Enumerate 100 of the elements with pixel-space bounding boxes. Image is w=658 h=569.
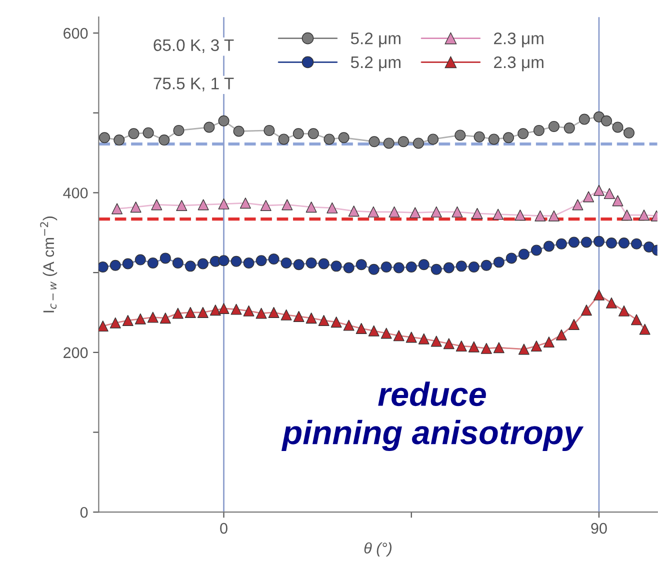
point — [306, 312, 317, 324]
point — [147, 312, 158, 323]
point — [406, 261, 417, 272]
point — [306, 257, 317, 268]
point — [380, 328, 392, 339]
point — [260, 200, 272, 211]
point — [454, 130, 466, 141]
point — [556, 329, 567, 340]
point — [418, 333, 430, 344]
point — [572, 199, 584, 210]
point — [160, 252, 171, 264]
point — [618, 238, 630, 249]
y-tick-label: 200 — [64, 347, 88, 358]
point — [282, 199, 293, 210]
point — [506, 252, 517, 264]
point — [593, 289, 604, 300]
point — [583, 191, 594, 202]
point — [172, 308, 184, 319]
point — [268, 306, 280, 318]
point — [134, 254, 146, 266]
point — [280, 309, 292, 320]
point — [218, 255, 230, 266]
point — [430, 264, 442, 275]
point — [98, 261, 108, 272]
point — [428, 134, 439, 145]
point — [503, 132, 514, 144]
point — [393, 262, 404, 274]
point — [243, 305, 254, 316]
point — [518, 344, 530, 355]
x-axis-title: θ (°) — [364, 542, 392, 557]
point — [606, 297, 617, 308]
point — [308, 128, 319, 140]
point — [160, 312, 171, 324]
point — [268, 253, 280, 264]
point — [543, 336, 554, 348]
point — [184, 260, 196, 272]
point — [443, 262, 454, 274]
point — [568, 236, 580, 248]
point — [548, 120, 560, 132]
point — [204, 122, 215, 133]
point — [580, 236, 592, 248]
point — [430, 206, 442, 218]
point — [630, 314, 642, 326]
point — [264, 124, 275, 136]
point — [383, 138, 394, 149]
point — [638, 210, 650, 221]
legend-label: 2.3 μm — [494, 32, 544, 48]
point — [530, 340, 542, 352]
point — [110, 317, 121, 328]
point — [593, 184, 604, 196]
point — [218, 198, 230, 210]
point — [230, 304, 242, 315]
point — [233, 126, 244, 137]
point — [243, 257, 254, 268]
legend-label: 2.3 μm — [494, 56, 544, 72]
point — [604, 188, 615, 200]
point — [318, 314, 330, 326]
point — [418, 259, 430, 270]
point — [556, 238, 567, 250]
point — [293, 259, 304, 270]
point — [280, 257, 292, 268]
point — [172, 257, 184, 268]
point — [151, 199, 162, 210]
point — [534, 210, 546, 222]
point — [122, 314, 134, 326]
point — [368, 136, 380, 148]
point — [142, 127, 154, 138]
point — [468, 261, 480, 272]
point — [630, 238, 642, 250]
point — [606, 238, 617, 249]
point — [480, 342, 492, 354]
point — [492, 208, 504, 220]
point — [530, 244, 542, 256]
point — [158, 134, 170, 146]
point — [330, 316, 342, 328]
point — [173, 124, 184, 136]
point — [493, 256, 504, 268]
point — [256, 255, 267, 266]
y-axis-title: I$_{c−w}$ (A cm$^{−2}$) — [40, 216, 58, 312]
point — [356, 322, 367, 334]
point — [543, 240, 554, 252]
point — [468, 341, 480, 352]
y-tick-label: 600 — [64, 28, 88, 39]
point — [568, 318, 580, 330]
point — [456, 260, 467, 272]
point — [480, 260, 492, 271]
point — [306, 202, 317, 213]
point — [210, 304, 221, 316]
point — [593, 236, 604, 247]
point — [368, 206, 379, 218]
point — [292, 128, 304, 140]
point — [600, 115, 612, 126]
point — [564, 122, 575, 134]
legend-label: 5.2 μm — [350, 32, 400, 48]
point — [128, 128, 140, 140]
point — [343, 262, 354, 274]
point — [488, 134, 500, 145]
point — [398, 136, 409, 148]
point — [230, 256, 242, 267]
point — [412, 138, 424, 149]
